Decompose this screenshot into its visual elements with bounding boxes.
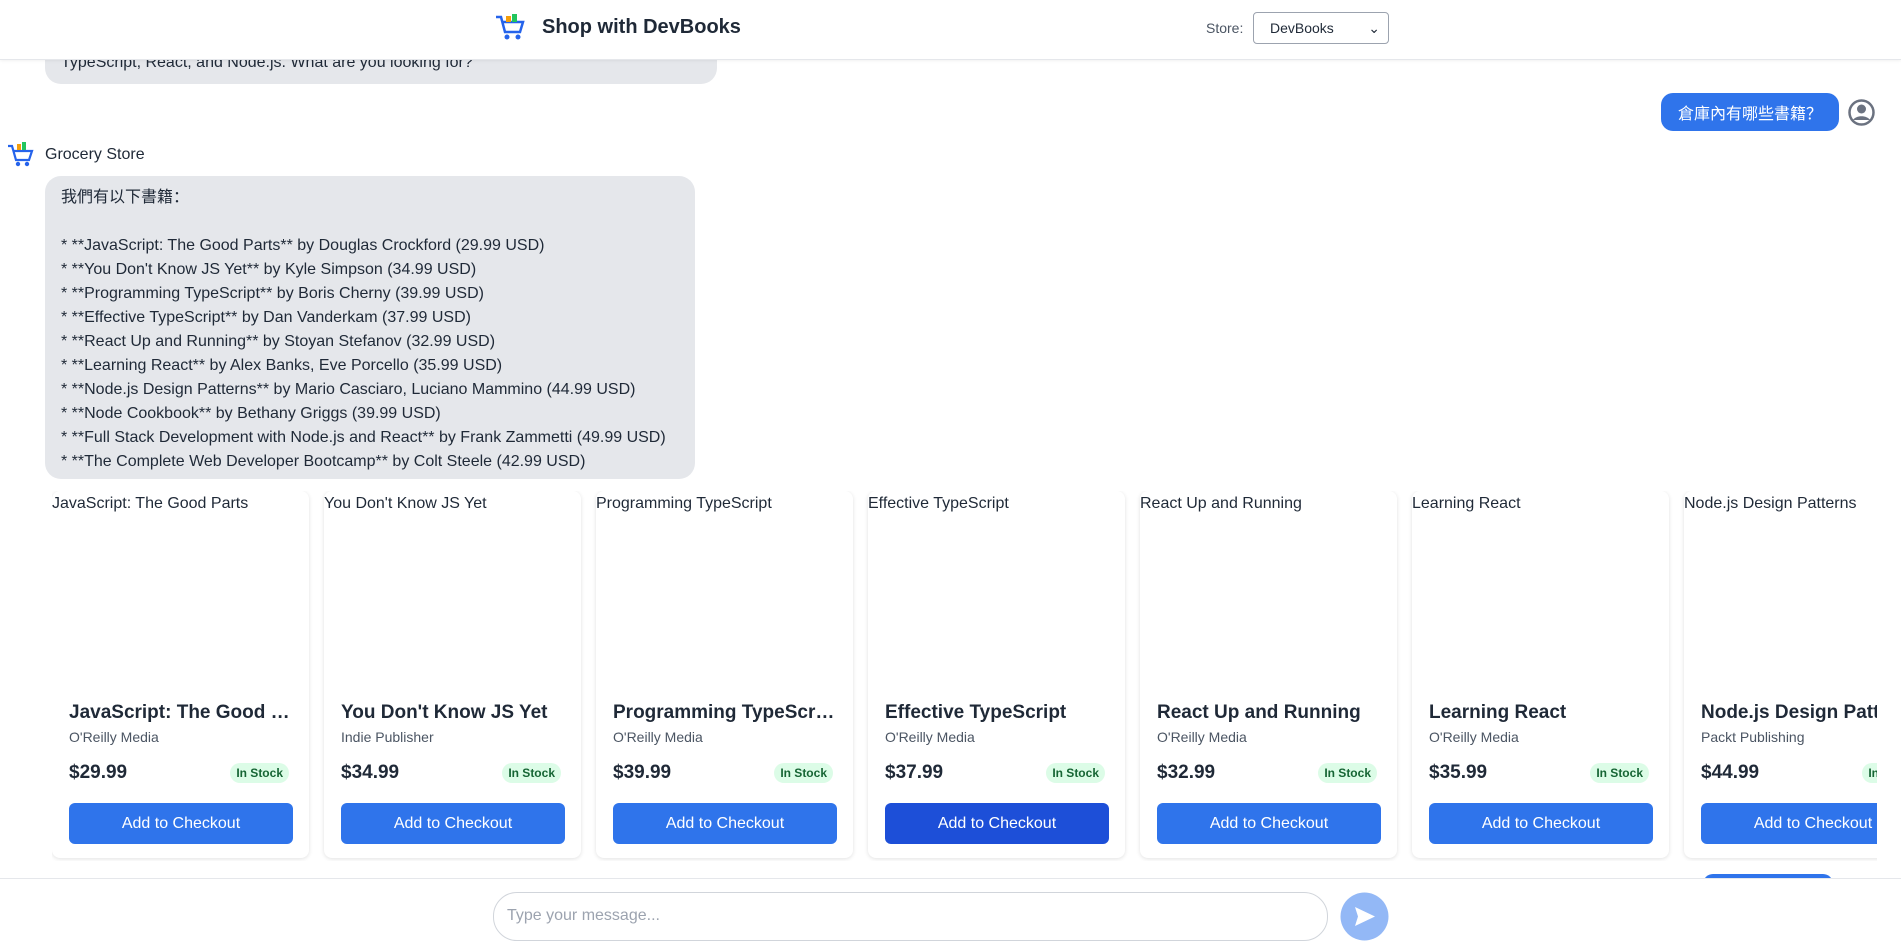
add-to-checkout[interactable]: Add to Checkout bbox=[885, 803, 1109, 844]
publisher: O'Reilly Media bbox=[1157, 729, 1247, 745]
add-to-checkout[interactable]: Add to Checkout bbox=[613, 803, 837, 844]
stock-badge: In Stock bbox=[1590, 763, 1649, 783]
bot-avatar bbox=[8, 142, 34, 167]
image-alt: JavaScript: The Good Parts bbox=[52, 495, 249, 512]
product-title: Node.js Design Patterns bbox=[1701, 702, 1877, 723]
publisher: Packt Publishing bbox=[1701, 729, 1805, 745]
stock-badge: In Stock bbox=[502, 763, 561, 783]
cart-logo bbox=[496, 14, 525, 40]
image-alt: Programming TypeScript bbox=[596, 495, 772, 512]
price: $29.99 bbox=[69, 762, 128, 783]
product-title: Programming TypeScript bbox=[613, 702, 838, 723]
book-line: * **JavaScript: The Good Parts** by Doug… bbox=[61, 237, 545, 254]
add-to-checkout[interactable]: Add to Checkout bbox=[1429, 803, 1653, 844]
footer: Type your message... bbox=[0, 878, 1901, 951]
store-select[interactable]: DevBooks ⌄ bbox=[1253, 12, 1389, 44]
product-title: You Don't Know JS Yet bbox=[341, 702, 548, 723]
price: $37.99 bbox=[885, 762, 944, 783]
product-carousel: JavaScript: The Good Parts JavaScript: Th… bbox=[52, 491, 1877, 861]
publisher: O'Reilly Media bbox=[69, 729, 159, 745]
send-button[interactable] bbox=[1340, 892, 1389, 941]
placeholder: Type your message... bbox=[507, 907, 660, 924]
book-line: * **Effective TypeScript** by Dan Vander… bbox=[61, 309, 471, 326]
book-line: * **Node Cookbook** by Bethany Griggs (3… bbox=[61, 405, 441, 422]
add-to-checkout[interactable]: Add to Checkout bbox=[341, 803, 565, 844]
stock-badge: In Stock bbox=[774, 763, 833, 783]
publisher: Indie Publisher bbox=[341, 729, 434, 745]
chevron: ⌄ bbox=[1368, 20, 1380, 36]
product-card: Effective TypeScript Effective TypeScript… bbox=[868, 491, 1125, 858]
add-to-checkout[interactable]: Add to Checkout bbox=[1701, 803, 1877, 844]
product-card: Node.js Design Patterns Node.js Design Pa… bbox=[1684, 491, 1877, 858]
message-intro: 我們有以下書籍： bbox=[61, 189, 190, 206]
product-card: React Up and Running React Up and Running… bbox=[1140, 491, 1397, 858]
stock-badge: In Stock bbox=[1318, 763, 1377, 783]
publisher: O'Reilly Media bbox=[885, 729, 975, 745]
image-alt: Effective TypeScript bbox=[868, 495, 1009, 512]
price: $39.99 bbox=[613, 762, 672, 783]
header: Shop with DevBooks Store: DevBooks ⌄ bbox=[0, 0, 1901, 60]
store-label: Store: bbox=[1206, 20, 1244, 36]
book-line: * **The Complete Web Developer Bootcamp*… bbox=[61, 453, 586, 470]
image-alt: Learning React bbox=[1412, 495, 1521, 512]
book-line: * **React Up and Running** by Stoyan Ste… bbox=[61, 333, 496, 350]
stock-badge: In Stock bbox=[1046, 763, 1105, 783]
price: $34.99 bbox=[341, 762, 400, 783]
product-title: Effective TypeScript bbox=[885, 702, 1067, 723]
publisher: O'Reilly Media bbox=[1429, 729, 1519, 745]
product-title: JavaScript: The Good Parts bbox=[69, 702, 294, 723]
product-title: React Up and Running bbox=[1157, 702, 1361, 723]
product-card: Learning React Learning React O'Reilly Med… bbox=[1412, 491, 1669, 858]
message-input[interactable]: Type your message... bbox=[493, 892, 1328, 941]
user-message: 倉庫內有哪些書籍？ bbox=[1661, 93, 1840, 131]
price: $44.99 bbox=[1701, 762, 1760, 783]
book-line: * **Programming TypeScript** by Boris Ch… bbox=[61, 285, 484, 302]
image-alt: React Up and Running bbox=[1140, 495, 1302, 512]
price: $35.99 bbox=[1429, 762, 1488, 783]
publisher: O'Reilly Media bbox=[613, 729, 703, 745]
bot-name: Grocery Store bbox=[45, 146, 145, 163]
product-card: You Don't Know JS Yet You Don't Know JS Y… bbox=[324, 491, 581, 858]
book-line: * **Node.js Design Patterns** by Mario C… bbox=[61, 381, 636, 398]
product-title: Learning React bbox=[1429, 702, 1567, 723]
book-line: * **Full Stack Development with Node.js … bbox=[61, 429, 666, 446]
image-alt: Node.js Design Patterns bbox=[1684, 495, 1857, 512]
image-alt: You Don't Know JS Yet bbox=[324, 495, 487, 512]
store-value: DevBooks bbox=[1270, 20, 1334, 36]
book-line: * **You Don't Know JS Yet** by Kyle Simp… bbox=[61, 261, 477, 278]
add-to-checkout[interactable]: Add to Checkout bbox=[1157, 803, 1381, 844]
user-avatar bbox=[1848, 99, 1875, 126]
stock-badge: In Stock bbox=[230, 763, 289, 783]
bot-message: 我們有以下書籍： * **JavaScript: The Good Parts**… bbox=[45, 176, 695, 479]
book-line: * **Learning React** by Alex Banks, Eve … bbox=[61, 357, 503, 374]
product-card: Programming TypeScript Programming TypeSc… bbox=[596, 491, 853, 858]
price: $32.99 bbox=[1157, 762, 1216, 783]
product-card: JavaScript: The Good Parts JavaScript: Th… bbox=[52, 491, 309, 858]
app-title: Shop with DevBooks bbox=[542, 16, 741, 38]
add-to-checkout[interactable]: Add to Checkout bbox=[69, 803, 293, 844]
stock-badge: In Stock bbox=[1862, 763, 1877, 783]
